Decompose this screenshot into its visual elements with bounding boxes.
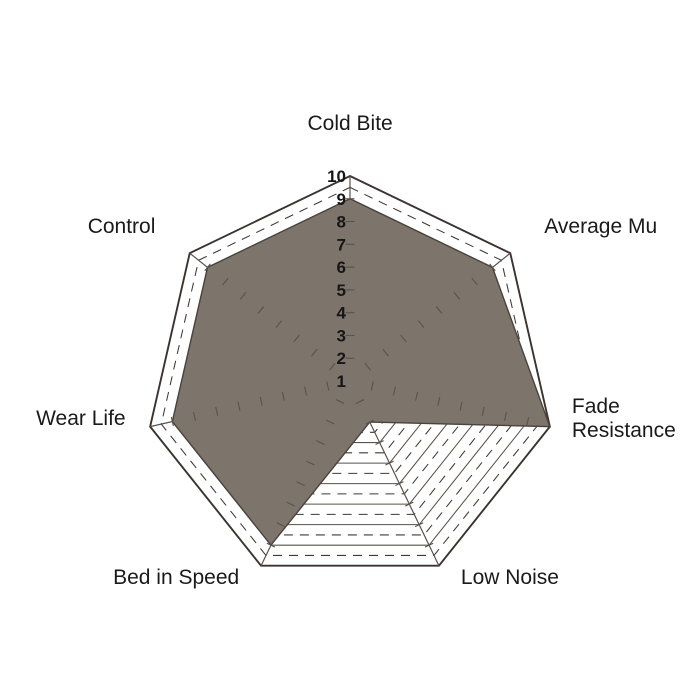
axis-tick-mark (424, 542, 434, 548)
axis-tick-mark (471, 277, 478, 286)
grid-ring (149, 174, 551, 567)
axis-tick-mark (316, 440, 325, 446)
axis-tick-mark (392, 386, 396, 396)
tick-label-5: 5 (337, 281, 346, 300)
axis-tick-mark (276, 522, 286, 528)
axis-label-cold-bite: Cold Bite (307, 112, 393, 135)
axis-tick-mark (257, 306, 265, 314)
axis-tick-mark (370, 381, 374, 391)
axis-tick-mark (365, 419, 375, 425)
axis-label-average-mu: Average Mu (544, 215, 658, 239)
axis-tick-mark (405, 501, 414, 507)
axis-tick-mark (326, 381, 330, 391)
axis-tick-mark (293, 334, 300, 343)
tick-number-labels: 1 2 3 4 5 6 7 8 9 10 (327, 167, 346, 391)
tick-label-10: 10 (327, 167, 346, 186)
axis-tick-mark (481, 406, 485, 416)
axis-tick-mark (170, 417, 174, 427)
axis-tick-mark (311, 348, 318, 357)
axis-tick-mark (395, 481, 404, 487)
axis-tick-mark (222, 277, 229, 286)
axis-tick-mark (286, 501, 295, 507)
axis-tick-mark (239, 291, 247, 300)
data-polygon (171, 198, 551, 547)
axis-label-wear-life: Wear Life (36, 406, 126, 430)
axis-label-low-noise: Low Noise (460, 565, 559, 589)
axis-tick-mark (415, 391, 419, 401)
tick-label-9: 9 (337, 190, 346, 209)
axis-tick-mark (215, 406, 219, 416)
axis-label-fade-resistance: Fade Resistance (571, 395, 676, 442)
axis-tick-mark (417, 320, 425, 329)
axis-tick-mark (281, 391, 285, 401)
axis-label-bed-in-speed: Bed in Speed (113, 565, 240, 589)
axis-tick-mark (364, 362, 372, 371)
axis-tick-mark (400, 334, 407, 343)
axis-tick-mark (526, 417, 530, 427)
axis-tick-mark (259, 396, 263, 406)
axis-tick-mark (306, 460, 315, 466)
tick-label-7: 7 (337, 235, 346, 254)
axis-tick-mark (266, 542, 276, 548)
axis-tick-mark (435, 306, 443, 314)
tick-label-1: 1 (337, 372, 346, 391)
axis-tick-mark (375, 440, 384, 446)
grid-ring (160, 186, 540, 556)
axis-tick-mark (275, 320, 283, 329)
axis-tick-mark (325, 419, 335, 425)
axis-tick-mark (503, 411, 507, 421)
axis-tick-mark (489, 263, 496, 272)
axis-tick-mark (437, 396, 441, 406)
axis-tick-mark (335, 399, 345, 404)
tick-label-3: 3 (337, 326, 346, 345)
axis-tick-mark (459, 401, 463, 411)
axis-tick-mark (328, 362, 336, 371)
axis-tick-mark (355, 399, 365, 404)
axis-tick-mark (204, 263, 211, 272)
axis-tick-mark (304, 386, 308, 396)
axis-tick-mark (414, 522, 424, 528)
axis-tick-mark (453, 291, 461, 300)
axis-tick-mark (382, 348, 389, 357)
tick-label-8: 8 (337, 213, 346, 232)
axis-tick-mark (385, 460, 394, 466)
axis-tick-mark (296, 481, 305, 487)
axis-tick-mark (237, 401, 241, 411)
tick-marks (170, 198, 530, 548)
axis-tick-mark (193, 411, 197, 421)
axis-label-control: Control (87, 215, 156, 239)
tick-label-6: 6 (337, 258, 346, 277)
tick-label-4: 4 (337, 304, 347, 323)
tick-label-2: 2 (337, 349, 346, 368)
